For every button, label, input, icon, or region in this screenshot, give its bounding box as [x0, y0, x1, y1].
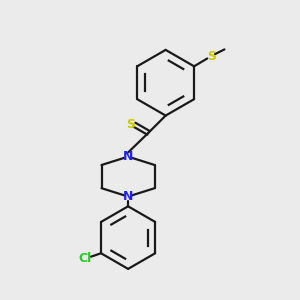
Text: Cl: Cl	[78, 252, 92, 266]
Text: S: S	[207, 50, 216, 63]
Text: N: N	[123, 190, 133, 203]
Text: S: S	[126, 118, 135, 131]
Text: N: N	[123, 150, 133, 163]
